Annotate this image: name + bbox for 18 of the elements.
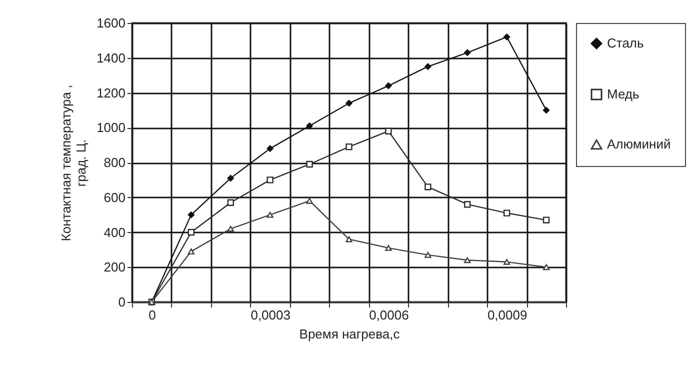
y-axis-title: Контактная температура , град. Ц.	[58, 84, 89, 242]
y-tick-label: 1000	[96, 120, 126, 136]
x-tick-label: 0,0003	[250, 308, 290, 322]
x-axis-title: Время нагрева,с	[299, 326, 400, 342]
y-tick-label: 0	[118, 294, 126, 310]
y-tick-label: 600	[104, 190, 126, 205]
y-tick-label: 400	[104, 224, 126, 240]
x-tick-label: 0,0009	[487, 308, 528, 322]
legend-label: Алюминий	[607, 136, 671, 152]
y-tick-label: 800	[104, 155, 126, 170]
y-tick-label: 1400	[96, 50, 126, 66]
y-tick-label: 1200	[96, 85, 126, 100]
x-tick-label: 0	[148, 308, 156, 322]
legend-label: Сталь	[607, 36, 644, 50]
y-tick-label: 200	[104, 260, 126, 275]
legend-label: Медь	[607, 86, 640, 102]
y-tick-label: 1600	[96, 16, 126, 30]
x-tick-label: 0,0006	[369, 308, 409, 322]
